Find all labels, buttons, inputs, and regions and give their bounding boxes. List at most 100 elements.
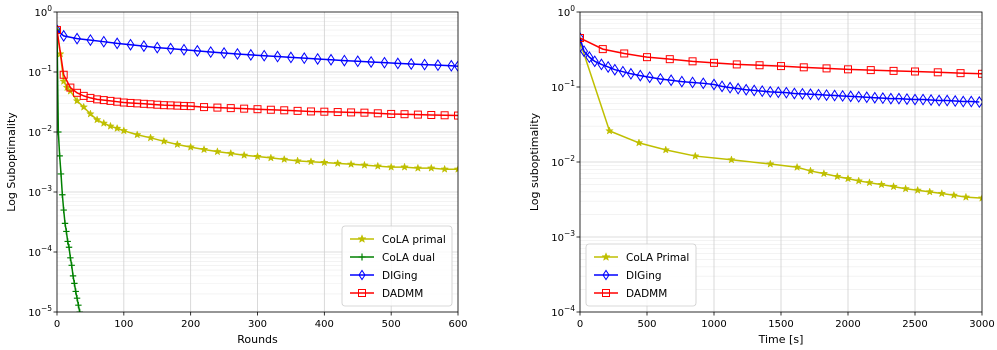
left-chart-data-point — [63, 228, 70, 235]
right-chart-data-point — [806, 166, 815, 175]
right-chart-series-line — [580, 37, 980, 103]
left-chart-legend-box — [341, 225, 453, 307]
left-chart-data-point — [360, 160, 369, 169]
left-chart-data-point — [57, 26, 61, 34]
left-chart-ticks: 0 100 200 300 400 500 600 10−5 10−4 10−3 10−2 10−1 1… — [28, 4, 467, 330]
right-chart-data-point — [792, 162, 802, 171]
left-chart-data-point — [79, 102, 89, 111]
left-chart-data-point — [199, 144, 209, 154]
left-chart-y-tick-label: 10−3 — [28, 184, 52, 199]
left-chart-data-point — [447, 59, 456, 72]
right-chart-x-tick-label: 500 — [637, 319, 656, 330]
right-chart: 0 500 1000 1500 2000 2500 3000 10−4 10−3 10−2 10−1… — [528, 4, 995, 346]
right-chart-plot-area — [580, 31, 982, 202]
right-chart-data-point — [604, 60, 613, 74]
left-chart-data-point — [213, 147, 222, 156]
left-chart-legend-label: DIGing — [382, 270, 418, 282]
right-chart-y-tick-label: 100 — [557, 4, 575, 19]
right-chart-data-point — [688, 57, 697, 66]
right-chart-data-point — [732, 60, 741, 69]
right-chart-legend: CoLA Primal DIGing DADMM — [585, 243, 697, 307]
right-chart-legend-marker — [602, 289, 610, 297]
right-chart-data-point — [645, 71, 654, 84]
right-chart-data-point — [870, 91, 879, 104]
right-chart-x-axis-label: Time [s] — [758, 333, 804, 346]
left-chart-data-point — [166, 42, 175, 55]
right-chart-x-tick-label: 3000 — [969, 319, 994, 330]
left-chart-data-point — [76, 308, 83, 312]
right-chart-data-point — [798, 87, 807, 100]
left-chart-x-tick-label: 400 — [315, 319, 334, 330]
left-chart-data-point — [59, 191, 66, 198]
left-chart-data-point — [293, 156, 302, 165]
right-chart-data-point — [919, 93, 928, 106]
left-chart-data-point — [57, 152, 63, 160]
left-chart-y-tick-label: 100 — [34, 4, 52, 19]
right-chart-data-point — [643, 53, 651, 62]
right-chart-data-point — [718, 80, 727, 93]
right-chart-data-point — [949, 190, 959, 199]
left-chart-data-point — [200, 103, 209, 112]
right-chart-data-point — [846, 90, 855, 103]
left-chart-data-point — [279, 154, 289, 164]
left-chart-data-point — [293, 106, 302, 115]
left-chart-data-point — [353, 55, 362, 68]
right-chart-y-tick-label: 10−1 — [551, 79, 575, 94]
left-chart-data-point — [57, 23, 61, 37]
right-chart-data-point — [710, 58, 718, 67]
right-chart-data-point — [901, 184, 910, 193]
left-chart-data-point — [233, 47, 242, 61]
right-chart-data-point — [822, 64, 831, 73]
right-chart-data-point — [911, 67, 919, 76]
right-chart-legend-label: DADMM — [626, 288, 667, 300]
left-chart-legend-label: CoLA dual — [382, 252, 435, 264]
right-chart-data-point — [782, 86, 791, 99]
right-chart-data-point — [727, 155, 736, 164]
left-chart-data-point — [300, 52, 309, 65]
left-chart-data-point — [92, 115, 102, 124]
left-chart-x-tick-label: 600 — [448, 319, 467, 330]
left-chart-data-point — [306, 157, 316, 166]
left-chart-data-point — [99, 35, 108, 48]
left-chart-legend-marker — [358, 269, 366, 281]
left-chart-data-point — [327, 53, 336, 66]
left-chart-data-point — [360, 108, 369, 117]
left-chart-data-point — [186, 102, 195, 111]
right-chart-y-tick-label: 10−2 — [551, 154, 575, 169]
right-chart-data-point — [597, 58, 606, 71]
left-chart-data-point — [132, 130, 142, 139]
right-chart-data-point — [777, 62, 785, 71]
left-chart-data-point — [75, 301, 82, 309]
right-chart-data-point — [580, 45, 589, 58]
left-chart-data-point — [373, 109, 382, 118]
right-chart-y-tick-label: 10−4 — [551, 304, 575, 319]
left-chart-legend-marker — [357, 234, 367, 243]
right-chart-legend-label: CoLA Primal — [626, 252, 689, 264]
right-chart-data-point — [665, 55, 674, 64]
left-chart-data-point — [57, 26, 61, 35]
left-chart-legend-marker — [358, 253, 366, 261]
left-chart-data-point — [393, 57, 402, 70]
left-chart-data-point — [68, 262, 75, 269]
right-chart-data-point — [967, 95, 976, 108]
right-chart-data-point — [886, 92, 895, 105]
right-chart-data-point — [605, 126, 614, 135]
left-chart-data-point — [119, 126, 129, 135]
right-chart-data-point — [894, 92, 903, 105]
right-chart-data-point — [710, 78, 718, 91]
right-chart-data-point — [726, 81, 735, 94]
right-chart-x-tick-label: 2500 — [902, 319, 927, 330]
right-chart-legend-marker — [601, 252, 611, 261]
right-chart-data-point — [580, 34, 584, 43]
left-chart-data-point — [61, 220, 69, 227]
left-chart-data-point — [400, 110, 409, 119]
right-chart-data-point — [975, 95, 982, 109]
left-chart-y-tick-label: 10−5 — [28, 304, 52, 319]
right-chart-data-point — [750, 84, 759, 97]
left-chart-data-point — [240, 104, 249, 113]
left-chart-legend-label: DADMM — [382, 288, 423, 300]
right-chart-data-point — [618, 65, 627, 78]
left-chart-data-point — [57, 170, 65, 178]
right-chart-data-point — [913, 185, 923, 194]
right-chart-data-point — [854, 176, 864, 185]
